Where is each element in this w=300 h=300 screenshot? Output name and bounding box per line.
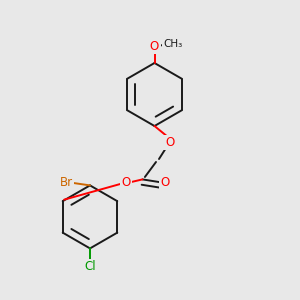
Text: O: O bbox=[122, 176, 130, 189]
Text: Br: Br bbox=[59, 176, 73, 190]
Text: CH₃: CH₃ bbox=[164, 39, 183, 49]
Text: Cl: Cl bbox=[84, 260, 96, 274]
Text: O: O bbox=[150, 40, 159, 53]
Text: O: O bbox=[165, 136, 174, 149]
Text: O: O bbox=[160, 176, 169, 189]
